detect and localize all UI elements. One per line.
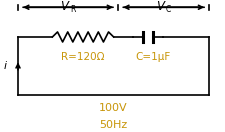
Text: C=1μF: C=1μF [135,52,170,62]
Text: V: V [60,0,68,13]
Text: V: V [156,0,164,13]
Text: C: C [166,5,171,14]
Text: 50Hz: 50Hz [99,120,128,130]
Text: 100V: 100V [99,103,128,113]
Text: R: R [70,5,76,14]
Text: R=120Ω: R=120Ω [61,52,105,62]
Text: i: i [4,61,7,71]
